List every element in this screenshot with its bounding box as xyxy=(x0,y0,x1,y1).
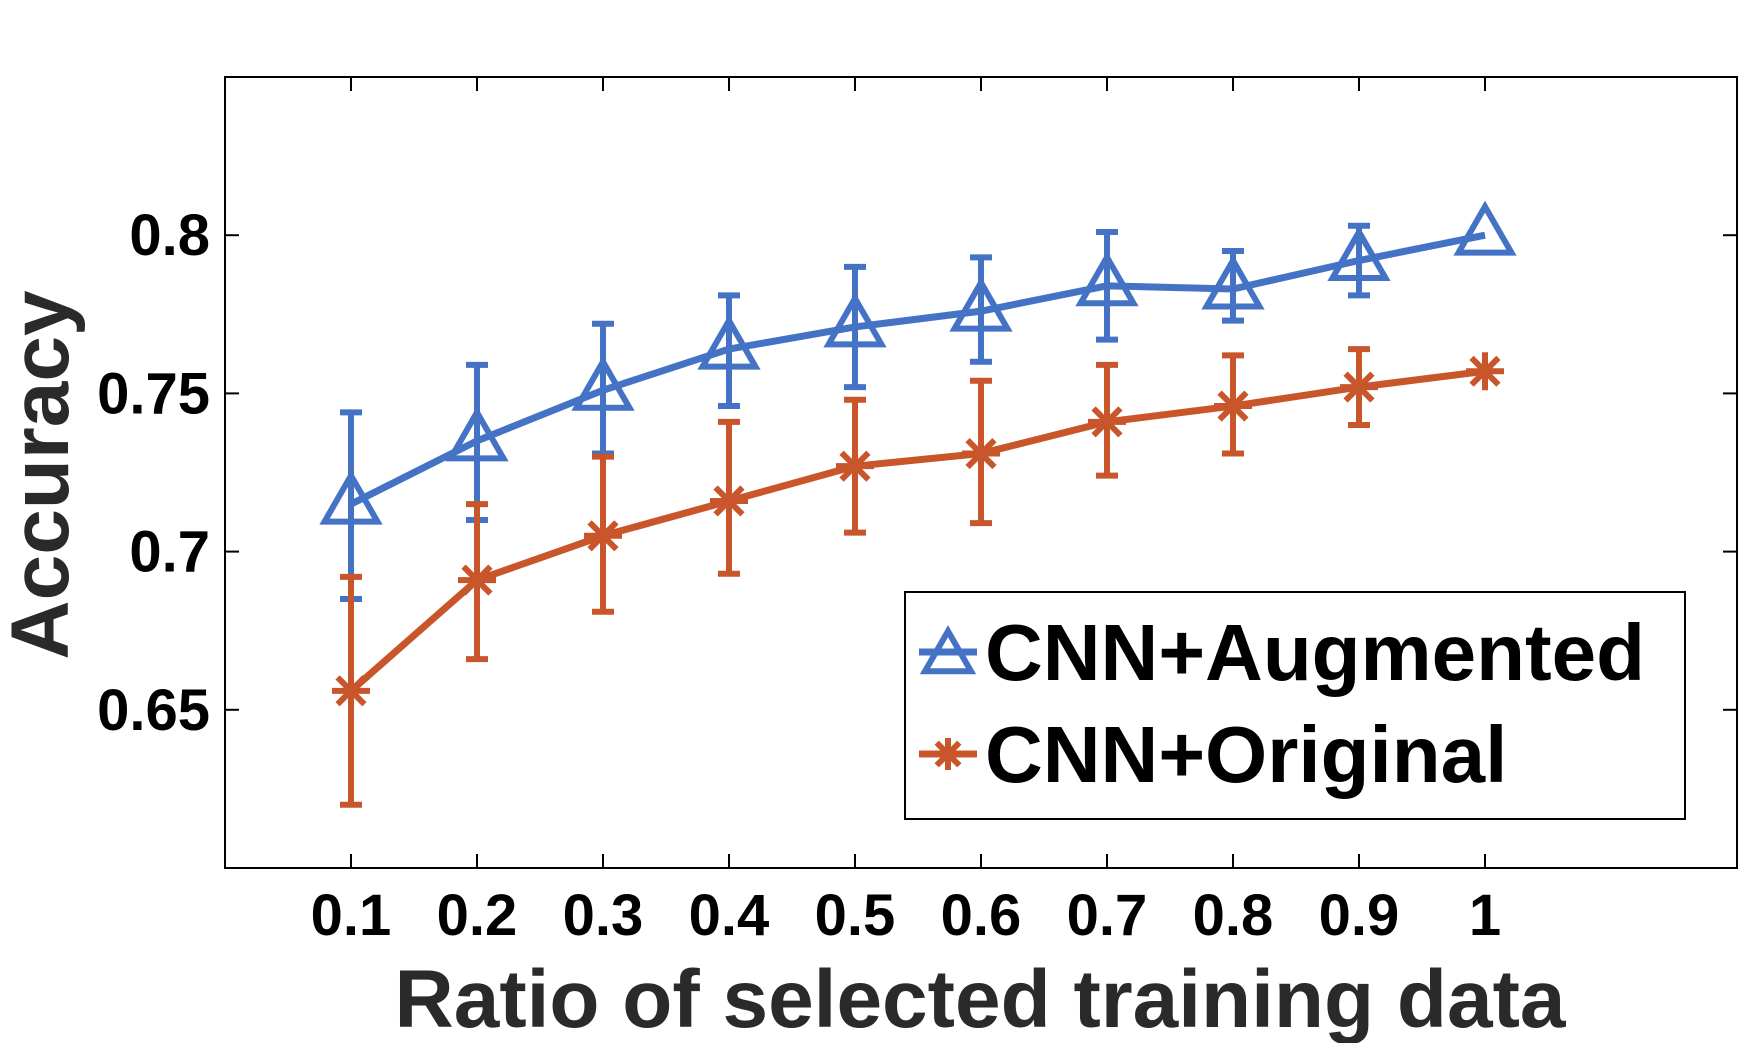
cnn-original-point xyxy=(1088,402,1126,441)
cnn-original-point xyxy=(458,561,496,600)
x-tick-label: 0.4 xyxy=(689,883,770,948)
cnn-augmented-line xyxy=(349,231,1486,508)
asterisk-stroke xyxy=(713,485,745,517)
x-axis-label: Ratio of selected training data xyxy=(395,954,1567,1043)
asterisk-stroke xyxy=(934,740,962,768)
legend-item-cnn-augmented: CNN+Augmented xyxy=(919,608,1645,697)
cnn-original-point xyxy=(710,481,748,520)
x-tick-label: 0.3 xyxy=(563,883,644,948)
cnn-augmented-point xyxy=(823,292,887,348)
asterisk-stroke xyxy=(965,437,997,470)
y-axis-label: Accuracy xyxy=(0,290,86,660)
x-tick-label: 0.6 xyxy=(941,883,1022,948)
x-tick-label: 0.2 xyxy=(437,883,518,948)
legend-swatch-marker xyxy=(932,738,964,770)
y-tick-label: 0.7 xyxy=(129,520,210,585)
cnn-augmented-point xyxy=(949,276,1013,332)
x-tick-label: 0.7 xyxy=(1067,883,1148,948)
cnn-original-point xyxy=(1340,368,1378,407)
x-tick-label: 0.9 xyxy=(1319,883,1400,948)
legend-label: CNN+Augmented xyxy=(985,608,1645,697)
cnn-augmented-point xyxy=(1075,251,1139,307)
cnn-augmented-point xyxy=(1453,200,1517,256)
asterisk-stroke xyxy=(1343,371,1375,403)
cnn-augmented-point xyxy=(697,314,761,370)
cnn-augmented-point xyxy=(319,469,383,525)
cnn-original-point xyxy=(584,516,622,555)
y-tick-label: 0.65 xyxy=(97,678,210,743)
legend-label: CNN+Original xyxy=(985,710,1507,799)
cnn-original-point xyxy=(332,671,370,710)
cnn-original-point xyxy=(1214,387,1252,426)
x-tick-label: 0.5 xyxy=(815,883,896,948)
y-tick-label: 0.75 xyxy=(97,361,210,426)
asterisk-stroke xyxy=(1091,406,1123,438)
asterisk-stroke xyxy=(587,520,619,552)
asterisk-stroke xyxy=(461,564,493,596)
cnn-original-line xyxy=(348,367,1486,694)
cnn-augmented-point xyxy=(571,355,635,411)
asterisk-stroke xyxy=(839,450,871,482)
x-tick-label: 0.8 xyxy=(1193,883,1274,948)
cnn-original-point xyxy=(836,447,874,486)
y-tick-label: 0.8 xyxy=(129,203,210,268)
cnn-augmented-error-bar xyxy=(340,409,362,603)
asterisk-stroke xyxy=(1469,355,1501,387)
cnn-augmented-point xyxy=(1327,225,1391,281)
legend-swatch-marker xyxy=(919,625,977,675)
cnn-original-point xyxy=(1466,352,1504,391)
cnn-augmented-point xyxy=(1201,254,1265,310)
asterisk-stroke xyxy=(335,675,367,707)
legend-item-cnn-original: CNN+Original xyxy=(919,710,1507,799)
legend-box xyxy=(904,591,1686,820)
x-tick-label: 0.1 xyxy=(311,883,392,948)
asterisk-stroke xyxy=(1217,390,1249,422)
x-tick-label: 1 xyxy=(1469,883,1501,948)
cnn-augmented-point xyxy=(445,406,509,462)
cnn-original-point xyxy=(962,434,1000,473)
